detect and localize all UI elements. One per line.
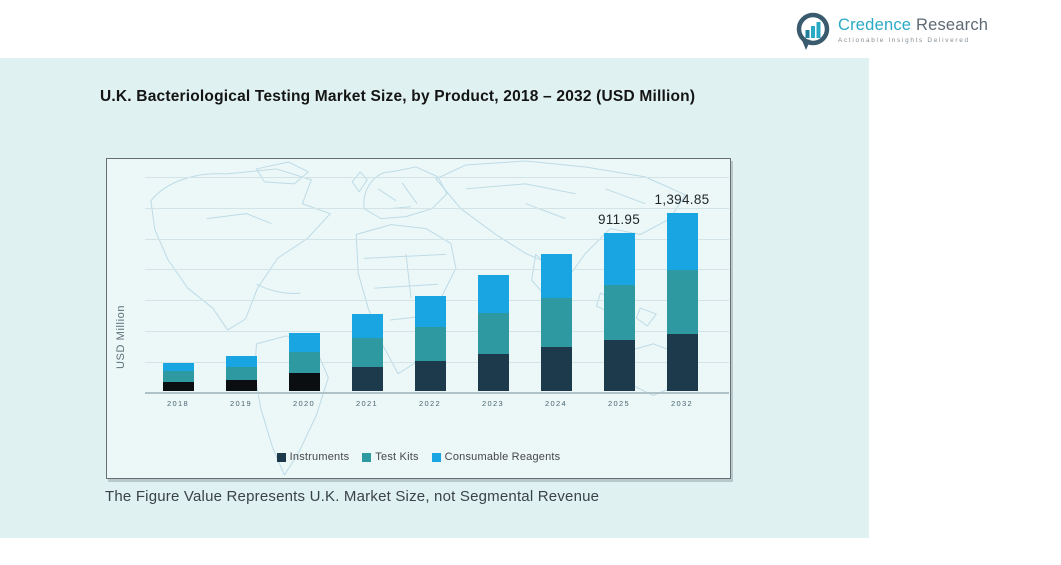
- brand-logo-icon: [796, 12, 830, 50]
- bar-segment-test-kits: [225, 367, 257, 380]
- bar-2032: [666, 213, 698, 391]
- bar-segment-test-kits: [603, 284, 635, 341]
- bar-segment-consumable-reagents: [477, 275, 509, 313]
- legend-label: Test Kits: [375, 451, 419, 463]
- legend-swatch: [362, 452, 372, 462]
- brand-logo: Credence Research Actionable Insights De…: [793, 10, 988, 52]
- data-label-2032: 1,394.85: [654, 192, 710, 207]
- bar-segment-test-kits: [351, 338, 383, 367]
- bar-segment-test-kits: [162, 371, 194, 382]
- bar-2024: [540, 254, 572, 391]
- brand-tagline: Actionable Insights Delivered: [838, 37, 970, 44]
- x-tick-label: 2024: [545, 399, 567, 408]
- bar-segment-test-kits: [288, 352, 320, 374]
- x-tick-label: 2032: [671, 399, 693, 408]
- bar-segment-instruments: [666, 334, 698, 391]
- bar-2021: [351, 314, 383, 391]
- legend-item-consumable-reagents: Consumable Reagents: [431, 451, 561, 463]
- bar-segment-consumable-reagents: [540, 254, 572, 298]
- brand-text: Credence Research Actionable Insights De…: [838, 10, 988, 44]
- bar-2020: [288, 333, 320, 391]
- plot-area: 2018 2019 2020 2021 2022 2023 2024 2025 911.95 20…: [107, 159, 730, 478]
- legend-label: Consumable Reagents: [444, 451, 561, 463]
- chart-frame: USD Million 2018 2019 2020 2021 2022 2023 2024…: [106, 158, 731, 479]
- brand-name: Credence Research: [838, 16, 988, 35]
- x-axis-line: [145, 392, 729, 394]
- legend-swatch: [431, 452, 441, 462]
- bar-2019: [225, 356, 257, 391]
- bar-segment-consumable-reagents: [288, 333, 320, 353]
- bar-segment-consumable-reagents: [351, 314, 383, 338]
- chart-title: U.K. Bacteriological Testing Market Size…: [100, 88, 696, 105]
- chart-legend: Instruments Test Kits Consumable Reagents: [107, 451, 730, 463]
- bar-segment-instruments: [414, 361, 446, 391]
- bar-segment-consumable-reagents: [603, 232, 635, 285]
- content-panel: U.K. Bacteriological Testing Market Size…: [0, 58, 869, 538]
- data-label-2025: 911.95: [597, 211, 641, 227]
- legend-item-instruments: Instruments: [276, 451, 350, 463]
- figure-footnote: The Figure Value Represents U.K. Market …: [105, 488, 600, 505]
- bar-segment-instruments: [540, 347, 572, 391]
- x-tick-label: 2021: [356, 399, 378, 408]
- bar-segment-instruments: [351, 367, 383, 391]
- bar-segment-consumable-reagents: [414, 296, 446, 328]
- bar-segment-instruments: [603, 340, 635, 391]
- legend-label: Instruments: [289, 451, 350, 463]
- brand-name-secondary: Research: [915, 16, 989, 34]
- brand-name-primary: Credence: [838, 16, 912, 34]
- bar-segment-consumable-reagents: [666, 213, 698, 270]
- legend-swatch: [276, 452, 286, 462]
- bar-segment-consumable-reagents: [225, 356, 257, 367]
- bar-segment-test-kits: [414, 327, 446, 362]
- x-tick-label: 2025: [608, 399, 630, 408]
- legend-item-test-kits: Test Kits: [362, 451, 418, 463]
- bar-segment-test-kits: [666, 270, 698, 334]
- gridline: [145, 238, 729, 240]
- bar-segment-instruments: [477, 354, 509, 391]
- bar-2018: [162, 363, 194, 391]
- bar-2025: [603, 232, 635, 391]
- x-tick-label: 2023: [482, 399, 504, 408]
- gridline: [145, 269, 729, 271]
- x-tick-label: 2018: [167, 399, 189, 408]
- x-tick-label: 2020: [293, 399, 315, 408]
- bar-segment-test-kits: [477, 313, 509, 354]
- gridline: [145, 207, 729, 209]
- logo-bubble-tail: [801, 38, 811, 50]
- gridline: [145, 177, 729, 178]
- x-tick-label: 2022: [419, 399, 441, 408]
- bar-segment-instruments: [288, 373, 320, 391]
- bar-2023: [477, 275, 509, 391]
- bar-segment-test-kits: [540, 298, 572, 347]
- x-tick-label: 2019: [230, 399, 252, 408]
- bar-segment-instruments: [162, 382, 194, 391]
- bar-2022: [414, 296, 446, 391]
- bar-segment-instruments: [225, 380, 257, 391]
- bar-segment-consumable-reagents: [162, 363, 194, 371]
